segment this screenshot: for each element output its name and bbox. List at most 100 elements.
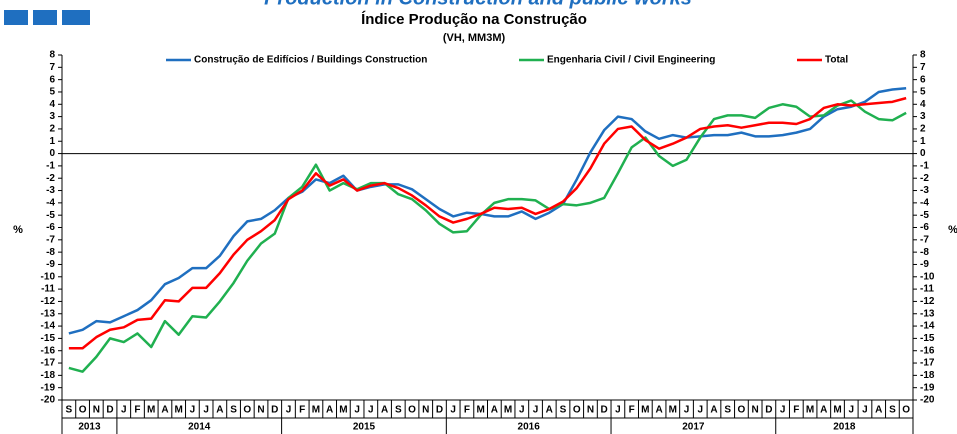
x-tick-label: O <box>902 405 910 416</box>
x-tick-label: M <box>833 405 841 416</box>
x-tick-label: M <box>669 405 677 416</box>
y-tick-label: 6 <box>49 74 55 85</box>
x-tick-label: J <box>519 405 525 416</box>
year-label: 2013 <box>78 422 101 433</box>
y-tick-label: -4 <box>920 197 929 208</box>
y-tick-label: -14 <box>41 321 56 332</box>
x-tick-label: F <box>629 405 635 416</box>
y-tick-label: -16 <box>41 345 56 356</box>
x-tick-label: A <box>655 405 662 416</box>
y-tick-label: -16 <box>920 345 935 356</box>
y-tick-label: 4 <box>49 99 55 110</box>
x-tick-label: O <box>243 405 251 416</box>
y-tick-label: 3 <box>920 111 926 122</box>
x-tick-label: S <box>560 405 567 416</box>
y-tick-label: -5 <box>46 210 55 221</box>
x-tick-label: S <box>724 405 731 416</box>
y-tick-label: 8 <box>920 50 926 61</box>
x-tick-label: J <box>121 405 127 416</box>
y-tick-label: -9 <box>46 259 55 270</box>
chart-title: Índice Produção na Construção <box>361 11 587 28</box>
x-tick-label: N <box>93 405 100 416</box>
x-tick-label: J <box>615 405 621 416</box>
x-tick-label: A <box>491 405 498 416</box>
y-tick-label: -11 <box>920 284 934 295</box>
x-tick-label: S <box>889 405 896 416</box>
y-tick-label: -7 <box>920 234 929 245</box>
y-tick-label: -11 <box>41 284 55 295</box>
x-tick-label: M <box>147 405 155 416</box>
y-tick-label: -10 <box>41 271 56 282</box>
x-tick-label: N <box>752 405 759 416</box>
y-tick-label: 7 <box>49 62 55 73</box>
y-tick-label: 8 <box>49 50 55 61</box>
x-tick-label: A <box>875 405 882 416</box>
x-tick-label: N <box>587 405 594 416</box>
y-tick-label: -12 <box>41 296 56 307</box>
y-tick-label: 2 <box>920 124 926 135</box>
y-tick-label: 2 <box>49 124 55 135</box>
y-tick-label: 7 <box>920 62 926 73</box>
x-tick-label: J <box>697 405 703 416</box>
x-tick-label: D <box>106 405 113 416</box>
y-tick-label: 1 <box>49 136 55 147</box>
x-tick-label: S <box>66 405 73 416</box>
y-tick-label: 3 <box>49 111 55 122</box>
header-block <box>33 10 57 25</box>
x-tick-label: A <box>161 405 168 416</box>
year-label: 2016 <box>518 422 541 433</box>
x-tick-label: D <box>436 405 443 416</box>
y-tick-label: -2 <box>46 173 55 184</box>
x-tick-label: F <box>464 405 470 416</box>
x-tick-label: F <box>793 405 799 416</box>
x-tick-label: M <box>174 405 182 416</box>
y-tick-label: -20 <box>41 395 56 406</box>
x-tick-label: J <box>203 405 209 416</box>
y-axis-label: % <box>948 224 957 236</box>
y-tick-label: -3 <box>920 185 929 196</box>
y-tick-label: -7 <box>46 234 55 245</box>
y-tick-label: 1 <box>920 136 926 147</box>
x-tick-label: O <box>408 405 416 416</box>
y-tick-label: -8 <box>920 247 929 258</box>
x-tick-label: J <box>354 405 360 416</box>
x-tick-label: D <box>271 405 278 416</box>
x-tick-label: A <box>710 405 717 416</box>
y-tick-label: -19 <box>41 382 56 393</box>
x-tick-label: M <box>339 405 347 416</box>
y-tick-label: -13 <box>920 308 935 319</box>
y-tick-label: -18 <box>41 370 56 381</box>
x-tick-label: J <box>190 405 196 416</box>
y-tick-label: -9 <box>920 259 929 270</box>
y-tick-label: -5 <box>920 210 929 221</box>
y-tick-label: 5 <box>920 87 926 98</box>
x-tick-label: M <box>476 405 484 416</box>
header-title: Production in Construction and public wo… <box>264 0 692 9</box>
x-tick-label: M <box>312 405 320 416</box>
y-tick-label: -18 <box>920 370 935 381</box>
y-tick-label: 0 <box>49 148 55 159</box>
y-tick-label: -6 <box>920 222 929 233</box>
y-tick-label: -17 <box>41 358 56 369</box>
x-tick-label: A <box>546 405 553 416</box>
y-tick-label: -1 <box>46 161 55 172</box>
x-tick-label: J <box>684 405 690 416</box>
series-line <box>68 96 907 350</box>
x-tick-label: O <box>738 405 746 416</box>
x-tick-label: F <box>299 405 305 416</box>
legend-label: Construção de Edifícios / Buildings Cons… <box>194 55 427 66</box>
header-block <box>62 10 90 25</box>
y-tick-label: -15 <box>41 333 56 344</box>
x-tick-label: A <box>216 405 223 416</box>
x-tick-label: J <box>780 405 786 416</box>
x-tick-label: D <box>601 405 608 416</box>
legend-label: Engenharia Civil / Civil Engineering <box>547 55 715 66</box>
y-tick-label: 4 <box>920 99 926 110</box>
x-tick-label: O <box>79 405 87 416</box>
x-tick-label: M <box>504 405 512 416</box>
year-label: 2018 <box>833 422 856 433</box>
y-tick-label: -17 <box>920 358 935 369</box>
x-tick-label: N <box>257 405 264 416</box>
y-tick-label: -1 <box>920 161 929 172</box>
x-tick-label: J <box>862 405 868 416</box>
